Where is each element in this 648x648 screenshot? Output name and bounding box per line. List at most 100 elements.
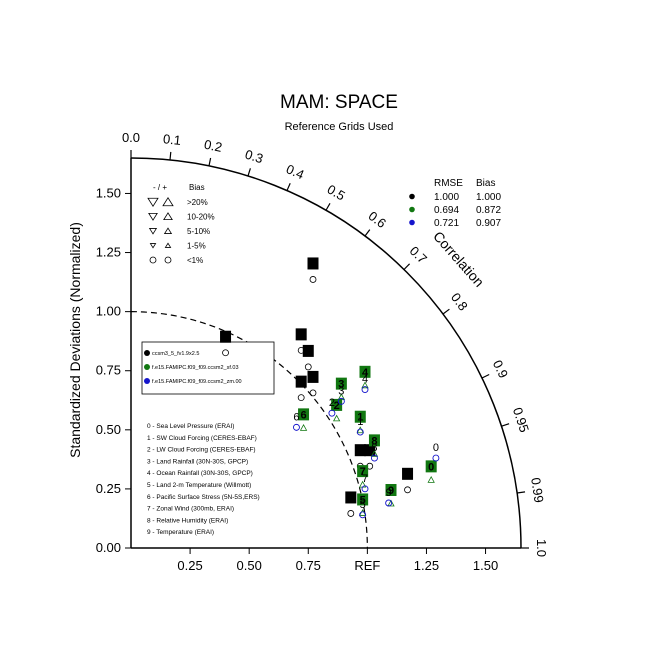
stats-row-dot [409,219,415,226]
stats-header-rmse: RMSE [434,178,463,189]
series-legend-dot [144,364,150,370]
data-point-label-box [331,398,343,411]
data-point-marker [370,450,379,457]
x-tick-label: 0.75 [296,558,321,573]
bias-up-triangle-icon [163,212,173,221]
data-point-marker [297,346,305,354]
data-point-marker [304,363,312,371]
x-axis-ticks: 0.25 0.50 0.75 REF 1.25 1.50 [177,548,498,573]
chart-title: MAM: SPACE [280,92,398,113]
data-point-label: 8 [371,442,377,454]
data-point-marker [299,424,308,431]
y-tick-label: 0.00 [96,540,121,555]
bias-up-triangle-icon [163,227,173,234]
data-point-label: 3 [338,379,344,391]
variable-list-item: 3 - Land Rainfall (30N-30S, GPCP) [147,458,248,465]
stats-row-dot [409,206,415,213]
correlation-tick-mark [364,229,371,237]
data-point-label: 2 [329,397,335,409]
data-point-label-box [307,370,319,383]
chart-subtitle: Reference Grids Used [285,121,394,133]
data-point-label: 9 [386,487,392,499]
data-point-label: 0 [367,445,373,457]
correlation-tick-label: 0.2 [203,137,224,155]
bias-circle-icon [149,256,157,264]
data-point-label-box [425,460,437,473]
data-point-label-box [354,444,366,457]
correlation-tick-label: 0.95 [510,405,532,434]
correlation-tick-label: 0.4 [284,161,307,182]
stats-row-bias: 0.907 [476,218,501,229]
bias-down-triangle-icon [149,243,157,249]
y-tick-label: 0.75 [96,363,121,378]
stats-table: RMSE Bias 1.000 1.000 0.694 0.872 0.721 0.907 [409,178,501,229]
bias-legend-row-label: 5-10% [187,227,210,236]
stats-row-bias: 1.000 [476,192,501,203]
bias-legend-symbols: - / + [153,183,167,192]
bias-legend-row-label: 10-20% [187,213,215,222]
stats-row-bias: 0.872 [476,205,501,216]
data-point-label-box [359,365,371,378]
correlation-tick-mark [286,182,291,191]
correlation-tick-label: 0.9 [490,358,511,381]
data-point-marker [358,509,367,516]
bias-down-triangle-icon [148,212,158,221]
data-point-label-box [357,493,369,506]
data-point-label: 4 [310,258,317,270]
correlation-tick-label: 0.0 [122,130,140,145]
y-tick-label: 1.25 [96,245,121,260]
series-legend-label: f.e15.FAMIPC.f09_f09.ccsm2_sf.03 [152,365,239,371]
data-point-label: 7 [360,466,366,478]
data-point-marker [332,414,341,422]
correlation-tick-mark [208,157,212,166]
data-point-label-box [357,465,369,478]
data-point-label: 6 [222,332,228,344]
data-point-label: 9 [388,485,394,497]
variable-list-item: 9 - Temperature (ERAI) [147,529,214,536]
data-point-label: 6 [293,411,299,423]
variable-list-item: 8 - Relative Humidity (ERAI) [147,517,228,524]
data-point-label-box [385,484,397,496]
variable-list-item: 7 - Zonal Wind (300mb, ERAI) [147,506,234,513]
data-point-label: 8 [310,372,316,384]
data-point-label: 2 [334,400,340,412]
series-legend-dot [144,378,150,384]
data-point-marker [361,386,369,393]
data-point-label: 5 [360,499,366,511]
data-point-label: 4 [362,374,368,386]
correlation-tick-label: 1.0 [534,539,549,557]
correlation-axis-label: Correlation [430,228,487,290]
data-point-label-box [364,444,376,457]
bias-down-triangle-icon [147,197,159,208]
data-point-label: 3 [298,377,304,389]
data-point-label-box [345,491,357,504]
data-point-marker [356,426,364,434]
stats-header-bias: Bias [476,178,495,189]
stats-row-rmse: 0.721 [434,218,459,229]
data-point-label-box [302,344,314,357]
correlation-tick-label: 0.8 [448,290,471,313]
y-tick-label: 0.25 [96,481,121,496]
correlation-tick-mark [501,423,510,427]
correlation-tick-label: 0.1 [162,131,181,148]
bias-legend-row-label: 1-5% [187,242,206,251]
correlation-tick-mark [442,308,450,315]
data-point-marker [309,276,317,283]
x-tick-label: 1.50 [473,558,498,573]
variable-list-item: 5 - Land 2-m Temperature (Willmott) [147,482,251,489]
variable-list-item: 6 - Pacific Surface Stress (5N-5S,ERS) [147,494,260,501]
data-point-marker [361,485,369,493]
bias-legend-row-label: >20% [187,198,208,207]
bias-up-triangle-icon [164,242,172,248]
outer-arc [130,157,522,549]
data-point-marker [427,476,435,483]
data-point-marker [293,423,300,431]
correlation-tick-mark [481,373,490,379]
data-point-label: 8 [371,435,377,447]
series-legend-label: ccsm3_5_fv1.9x2.5 [152,351,199,357]
x-tick-label: REF [354,558,380,573]
data-point-marker [222,349,229,357]
data-point-label-box [354,410,366,423]
series-legend: ccsm3_5_fv1.9x2.5 f.e15.FAMIPC.f09_f09.cc… [141,341,275,395]
y-axis-ticks: 0.00 0.25 0.50 0.75 1.00 1.25 1.50 [96,185,131,555]
